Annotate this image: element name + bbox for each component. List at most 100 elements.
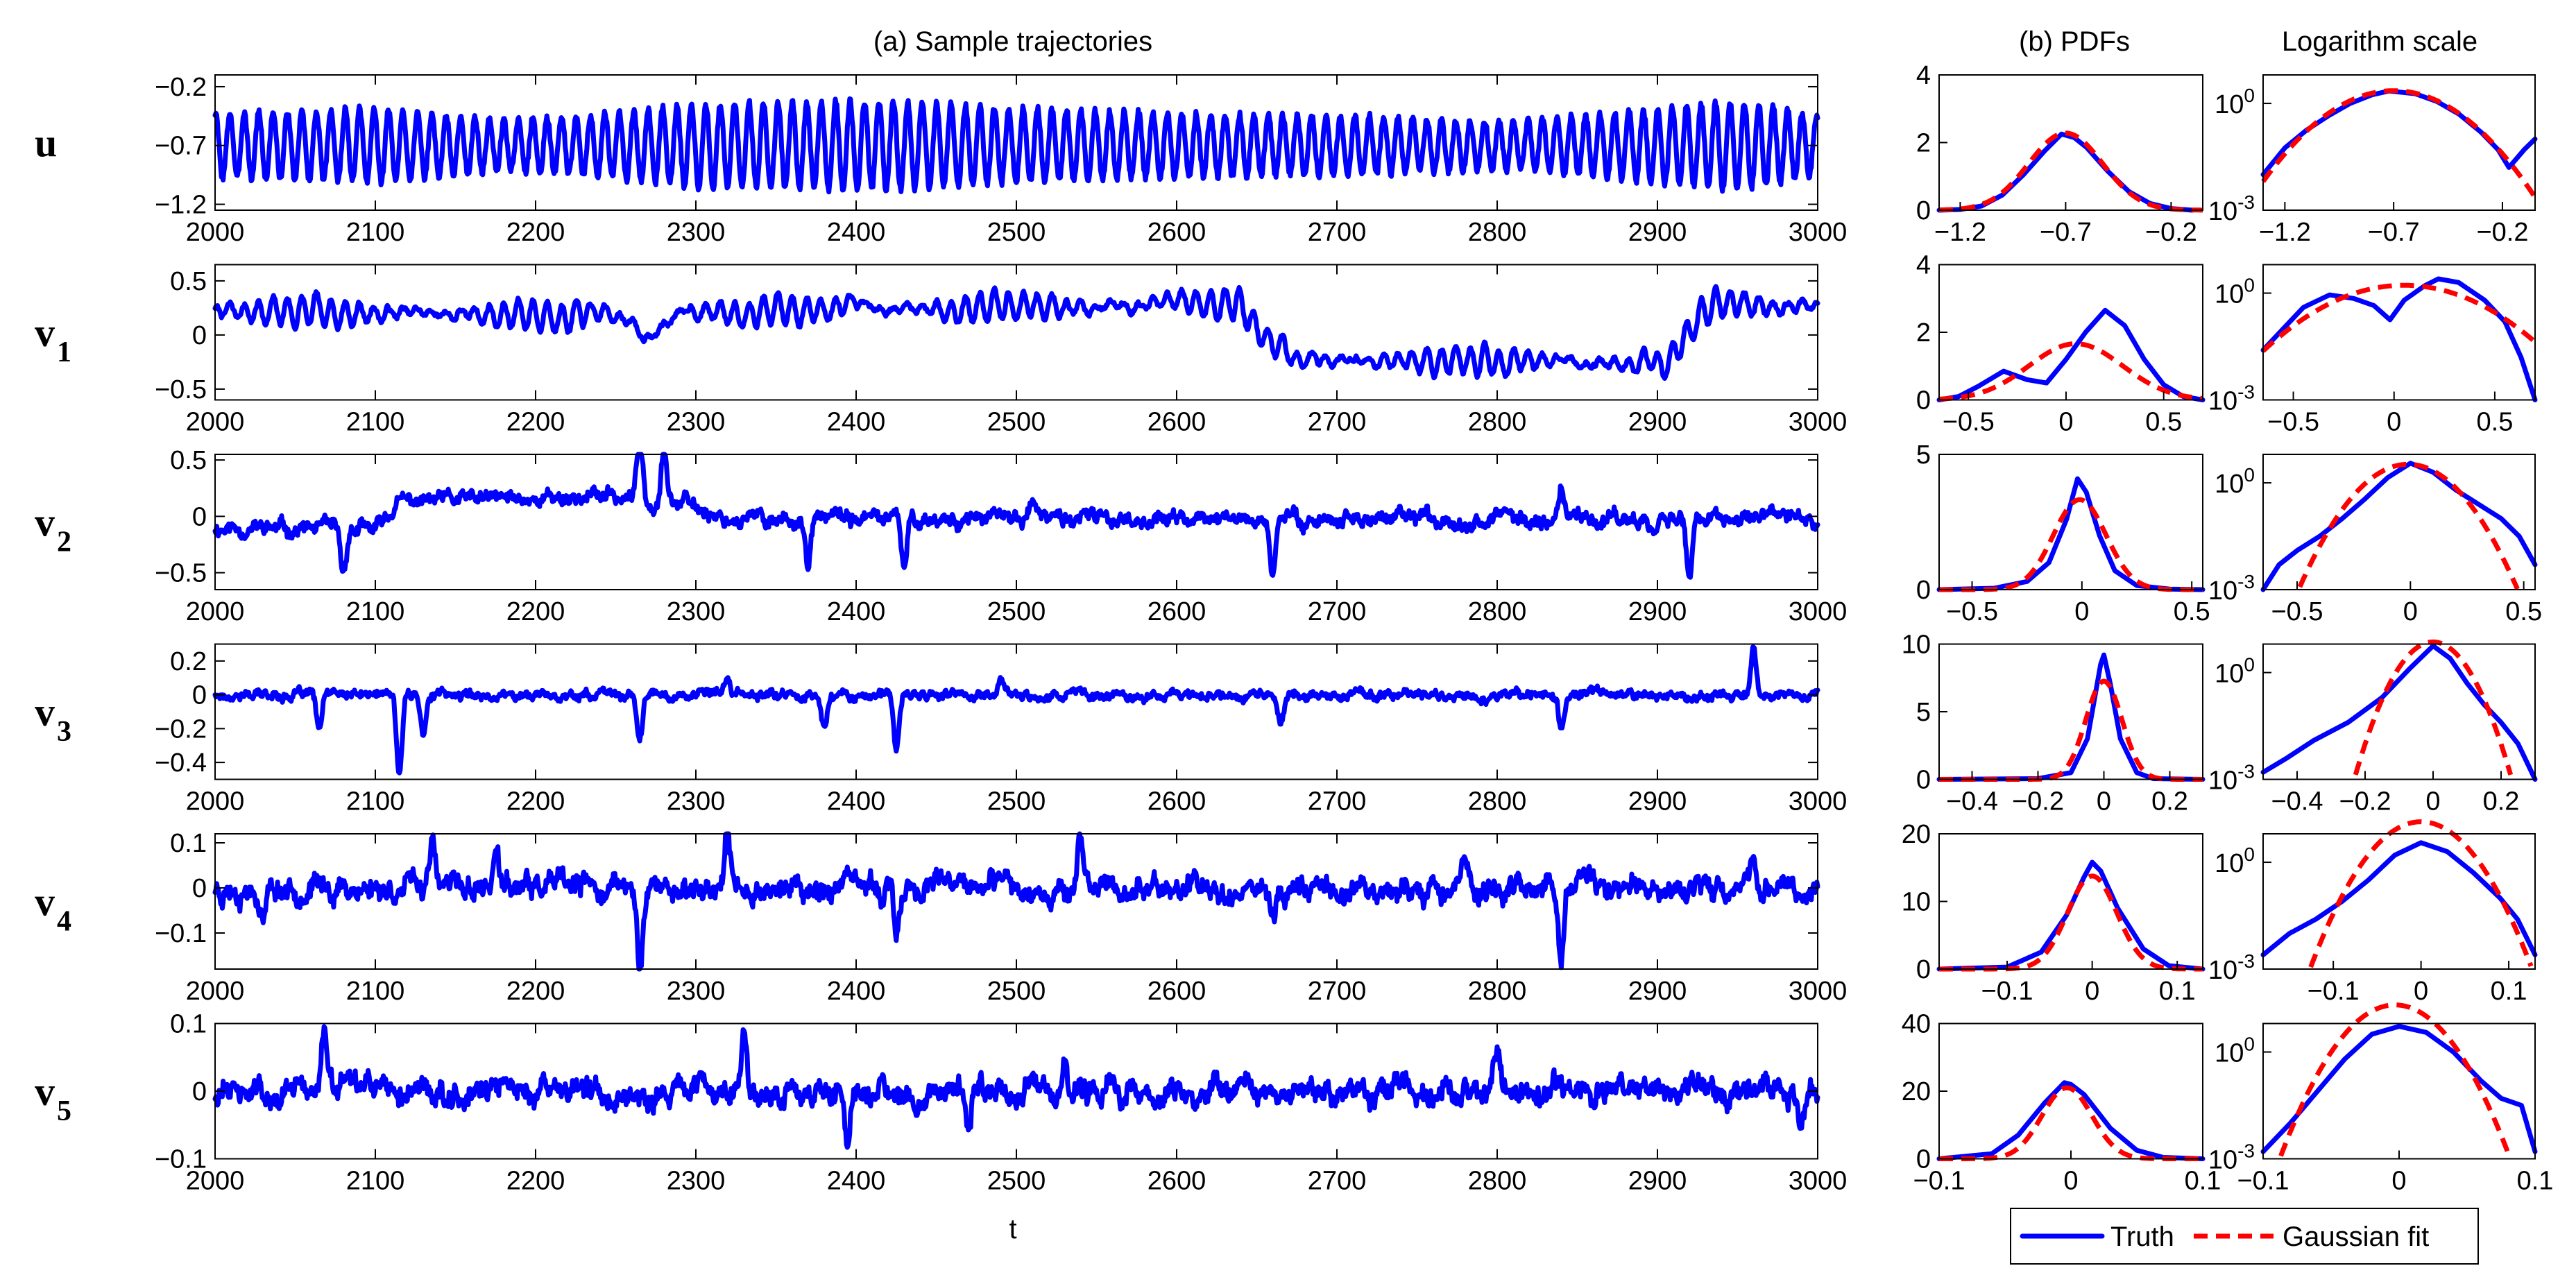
x-tick-label: 2000 [186,977,245,1006]
y-tick-label: 10-3 [2208,1140,2255,1175]
trajectory-series [212,452,1820,580]
x-tick-label: 2200 [506,1167,565,1196]
x-tick-label: −0.7 [2368,218,2420,247]
y-tick-label: −0.5 [155,559,207,588]
x-tick-label: 2000 [186,1167,245,1196]
x-tick-label: 2700 [1308,218,1367,247]
y-tick-label: 5 [1916,440,1931,470]
y-tick-label: 2 [1916,318,1931,348]
x-tick-label: −0.2 [2339,787,2391,816]
x-tick-label: 2800 [1468,218,1527,247]
row-label: v [35,1069,55,1114]
logscale-plot: −1.2 −0.7 −0.2 100 10-3 [2208,74,2538,247]
x-tick-label: 2200 [506,408,565,437]
x-tick-label: 0 [2058,408,2073,437]
log-gaussian-curve [2261,88,2537,199]
trajectory-series [212,1024,1820,1150]
trajectory-axes-frame [214,264,1818,401]
x-tick-label: 2400 [827,408,886,437]
x-tick-label: −0.2 [2476,218,2528,247]
y-tick-label: 10-3 [2208,761,2255,796]
x-tick-label: 2300 [667,218,726,247]
y-tick-label: 10-3 [2208,571,2255,606]
log-truth-curve [2260,1024,2538,1154]
x-tick-label: 2600 [1148,408,1206,437]
logscale-plot: −0.5 0 0.5 100 10-3 [2208,264,2538,437]
x-tick-label: 2100 [346,977,405,1006]
pdf-truth-curve [1936,859,2206,972]
row-label: v [35,500,55,545]
x-tick-label: 2500 [987,977,1046,1006]
pdf-axes-frame [1938,264,2203,401]
x-tick-label: 2400 [827,977,886,1006]
pdfs-panel-title: (b) PDFs [2019,26,2130,57]
pdf-gaussian-curve [1939,497,2203,592]
x-tick-label: 3000 [1789,1167,1848,1196]
y-tick-label: 0.1 [170,829,207,858]
trajectory-plot: 2000 2100 2200 2300 2400 2500 2600 2700 2800 2900… [155,73,1847,247]
y-tick-label: 10 [1902,631,1931,660]
x-tick-label: 2900 [1628,1167,1687,1196]
x-tick-label: 0 [2391,1167,2406,1196]
x-tick-label: −0.1 [2237,1167,2289,1196]
trajectory-axes-frame [214,833,1818,970]
x-tick-label: 3000 [1789,787,1848,816]
y-tick-label: 0 [1916,955,1931,984]
x-tick-label: 2600 [1148,597,1206,626]
x-tick-label: 2400 [827,597,886,626]
x-tick-label: 0.1 [2517,1167,2554,1196]
y-tick-label: 0 [192,321,207,350]
x-tick-label: 0 [2074,597,2089,626]
y-tick-label: 0 [1916,766,1931,795]
logscale-plot: −0.1 0 0.1 100 10-3 [2208,1002,2554,1196]
x-tick-label: 2600 [1148,1167,1206,1196]
x-tick-label: −0.7 [2040,218,2092,247]
pdf-plot: −0.5 0 0.5 0 2 4 [1916,251,2206,437]
x-tick-label: −0.1 [1913,1167,1965,1196]
y-tick-label: 20 [1902,820,1931,849]
log-gaussian-curve [2297,461,2520,590]
log-gaussian-curve [2261,282,2537,353]
x-tick-label: 2400 [827,787,886,816]
pdf-plot: −0.5 0 0.5 0 5 [1916,440,2210,626]
trajectory-plot: 2000 2100 2200 2300 2400 2500 2600 2700 2800 2900… [155,264,1847,437]
x-tick-label: 2100 [346,1167,405,1196]
pdf-plot: −0.1 0 0.1 0 10 20 [1902,820,2206,1006]
y-tick-label: 0 [1916,196,1931,225]
pdf-gaussian-curve [1939,341,2203,402]
y-tick-label: −0.2 [155,714,207,744]
y-tick-label: 2 [1916,129,1931,158]
x-tick-label: 2300 [667,1167,726,1196]
x-tick-label: 2800 [1468,597,1527,626]
x-tick-label: 2000 [186,597,245,626]
x-tick-label: 0.1 [2159,977,2196,1006]
x-tick-label: −1.2 [2259,218,2311,247]
row-label: v [35,690,55,735]
y-tick-label: 0 [192,1077,207,1106]
y-tick-label: 10-3 [2208,191,2255,226]
y-tick-label: −1.2 [155,191,207,220]
x-tick-label: 2200 [506,787,565,816]
x-tick-label: 2900 [1628,597,1687,626]
x-tick-label: 2700 [1308,597,1367,626]
pdf-gaussian-curve [1939,1085,2203,1161]
log-axes-frame [2262,454,2536,590]
y-tick-label: 40 [1902,1010,1931,1039]
y-tick-label: −0.1 [155,919,207,948]
x-tick-label: 2900 [1628,218,1687,247]
pdf-truth-curve [1936,307,2206,402]
y-tick-label: 0.5 [170,267,207,296]
x-tick-label: −0.5 [2271,597,2323,626]
logscale-plot: −0.1 0 0.1 100 10-3 [2208,819,2538,1006]
trajectories-panel-title: (a) Sample trajectories [873,26,1152,57]
pdf-truth-curve [1936,476,2206,592]
x-tick-label: 2200 [506,597,565,626]
x-tick-label: 2600 [1148,977,1206,1006]
x-tick-label: 2000 [186,408,245,437]
x-tick-label: 2700 [1308,1167,1367,1196]
trajectory-plot: 2000 2100 2200 2300 2400 2500 2600 2700 2800 2900… [155,446,1847,626]
x-tick-label: 2100 [346,218,405,247]
y-tick-label: 10 [1902,888,1931,917]
